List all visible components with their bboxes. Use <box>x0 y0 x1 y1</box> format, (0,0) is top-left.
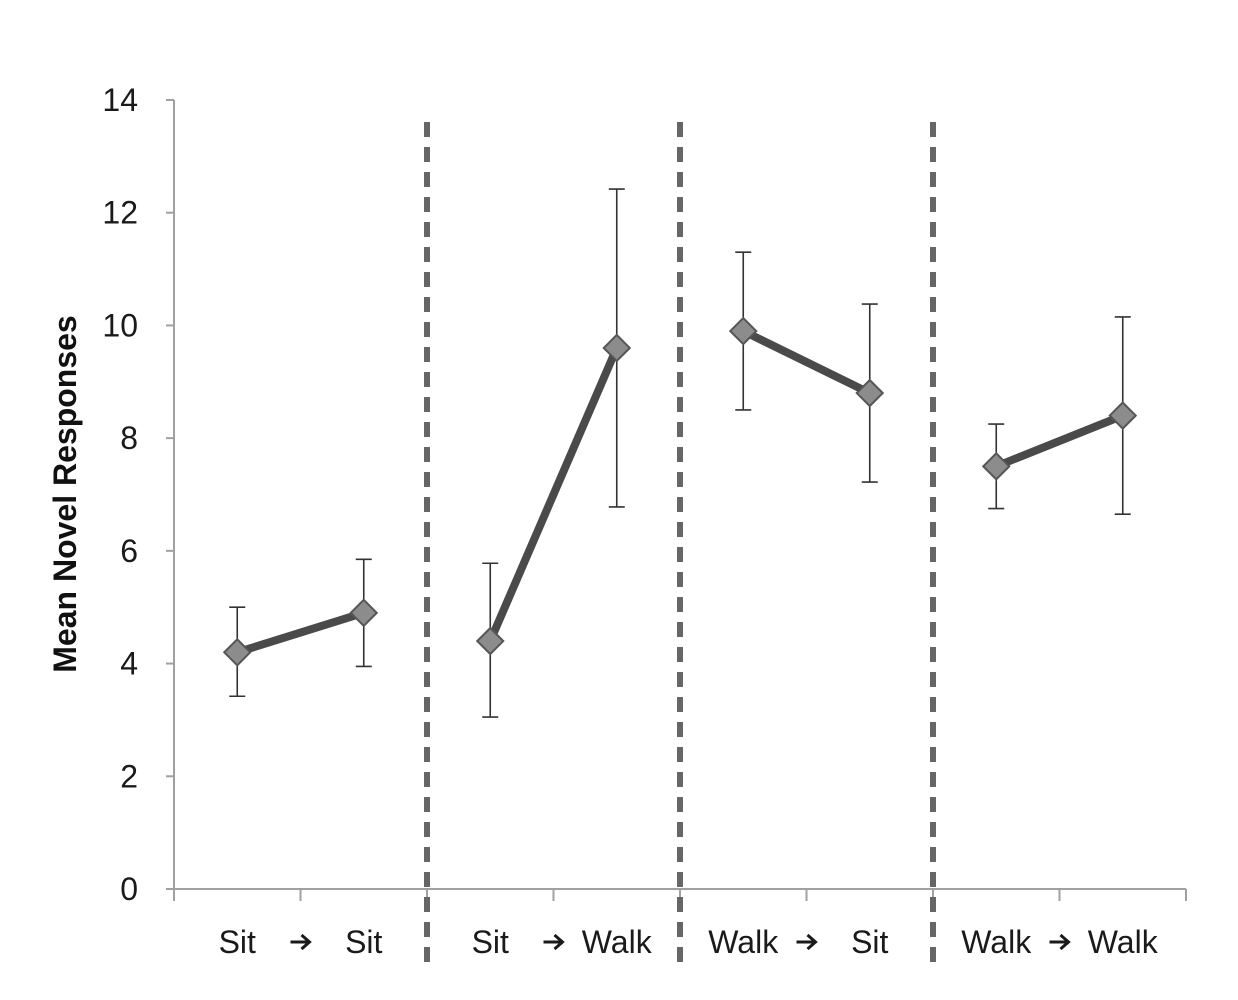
data-point <box>855 378 885 408</box>
arrow-head <box>553 933 565 951</box>
arrow-icon <box>543 933 565 951</box>
y-tick-label: 12 <box>102 195 138 231</box>
group-dividers <box>424 122 936 972</box>
arrow-head <box>1059 933 1071 951</box>
y-axis-label: Mean Novel Responses <box>47 315 83 672</box>
series-line <box>233 608 368 657</box>
arrow-icon <box>796 933 818 951</box>
data-markers <box>222 316 1138 667</box>
data-point <box>602 333 632 363</box>
category-to-label: Sit <box>345 924 382 960</box>
y-tick-label: 14 <box>102 82 138 118</box>
data-point <box>349 598 379 628</box>
category-from-label: Walk <box>961 924 1032 960</box>
y-tick-label: 2 <box>120 758 138 794</box>
category-to-label: Walk <box>1088 924 1159 960</box>
arrow-icon <box>290 933 312 951</box>
data-point <box>728 316 758 346</box>
series-line <box>992 411 1127 471</box>
category-to-label: Walk <box>582 924 653 960</box>
data-point <box>222 637 252 667</box>
category-from-label: Sit <box>472 924 509 960</box>
category-from-label: Sit <box>219 924 256 960</box>
arrow-icon <box>1049 933 1071 951</box>
series-lines <box>233 327 1127 657</box>
category-to-label: Sit <box>851 924 888 960</box>
data-point <box>1108 401 1138 431</box>
y-tick-label: 10 <box>102 307 138 343</box>
series-line <box>739 327 874 398</box>
arrow-head <box>300 933 312 951</box>
category-labels: Sit Sit Sit Walk Walk Sit Walk Walk <box>219 924 1159 960</box>
y-tick-label: 8 <box>120 420 138 456</box>
data-point <box>981 451 1011 481</box>
series-line <box>486 343 621 646</box>
arrow-head <box>806 933 818 951</box>
category-from-label: Walk <box>708 924 779 960</box>
data-point <box>475 626 505 656</box>
y-tick-label: 6 <box>120 533 138 569</box>
y-tick-label: 4 <box>120 646 138 682</box>
y-tick-label: 0 <box>120 871 138 907</box>
axes: 0 2 4 6 8 10 12 14 <box>102 82 1187 907</box>
